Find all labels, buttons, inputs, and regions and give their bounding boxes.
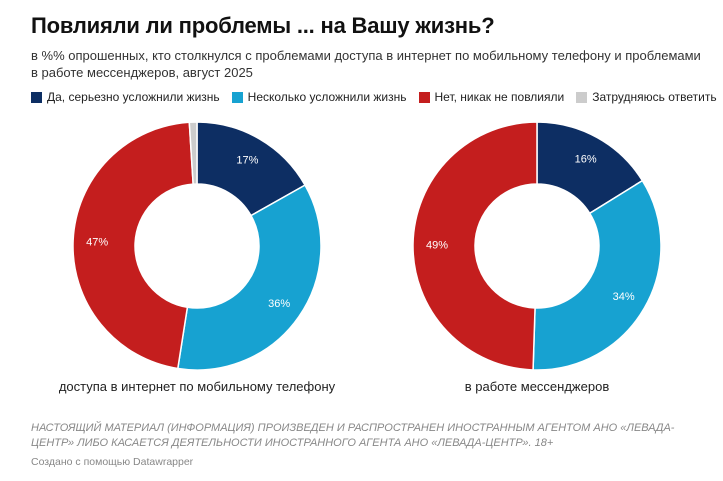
slice-label: 49% [426,239,448,251]
legend-item: Нет, никак не повлияли [418,90,565,104]
legend-swatch [576,91,588,103]
legend-label: Нет, никак не повлияли [434,90,565,104]
legend-swatch [31,91,42,103]
slice-label: 17% [236,155,258,167]
foreign-agent-notice: НАСТОЯЩИЙ МАТЕРИАЛ (ИНФОРМАЦИЯ) ПРОИЗВЕД… [31,422,675,449]
donut-slice [532,179,662,371]
donut-charts: 17% 36% 47% доступа в интернет по мобильном… [59,121,662,394]
legend: Да, серьезно усложнили жизнь Несколько у… [31,90,723,104]
donut-slice [412,121,538,371]
legend-swatch [231,91,243,103]
donut-slice [72,121,194,370]
legend-label: Затрудняюсь ответить [592,90,717,104]
slice-label: 34% [613,291,635,303]
legend-swatch [418,91,430,103]
legend-item: Затрудняюсь ответить [576,90,717,104]
chart-title: Повлияли ли проблемы ... на Вашу жизнь? [31,13,495,38]
chart-caption: доступа в интернет по мобильному телефон… [59,379,336,394]
slice-label: 36% [268,298,290,310]
legend-item: Да, серьезно усложнили жизнь [31,90,220,104]
chart-subtitle: в %% опрошенных, кто столкнулся с пробле… [31,48,701,80]
legend-label: Несколько усложнили жизнь [247,90,407,104]
legend-item: Несколько усложнили жизнь [231,90,407,104]
donut-slice [196,121,307,217]
credit-line: Создано с помощью Datawrapper [31,456,194,468]
legend-label: Да, серьезно усложнили жизнь [47,90,220,104]
slice-label: 47% [86,236,108,248]
chart-caption: в работе мессенджеров [465,379,610,394]
donut-slice [188,121,198,185]
slice-label: 16% [575,154,597,166]
donut-slice [176,184,322,371]
